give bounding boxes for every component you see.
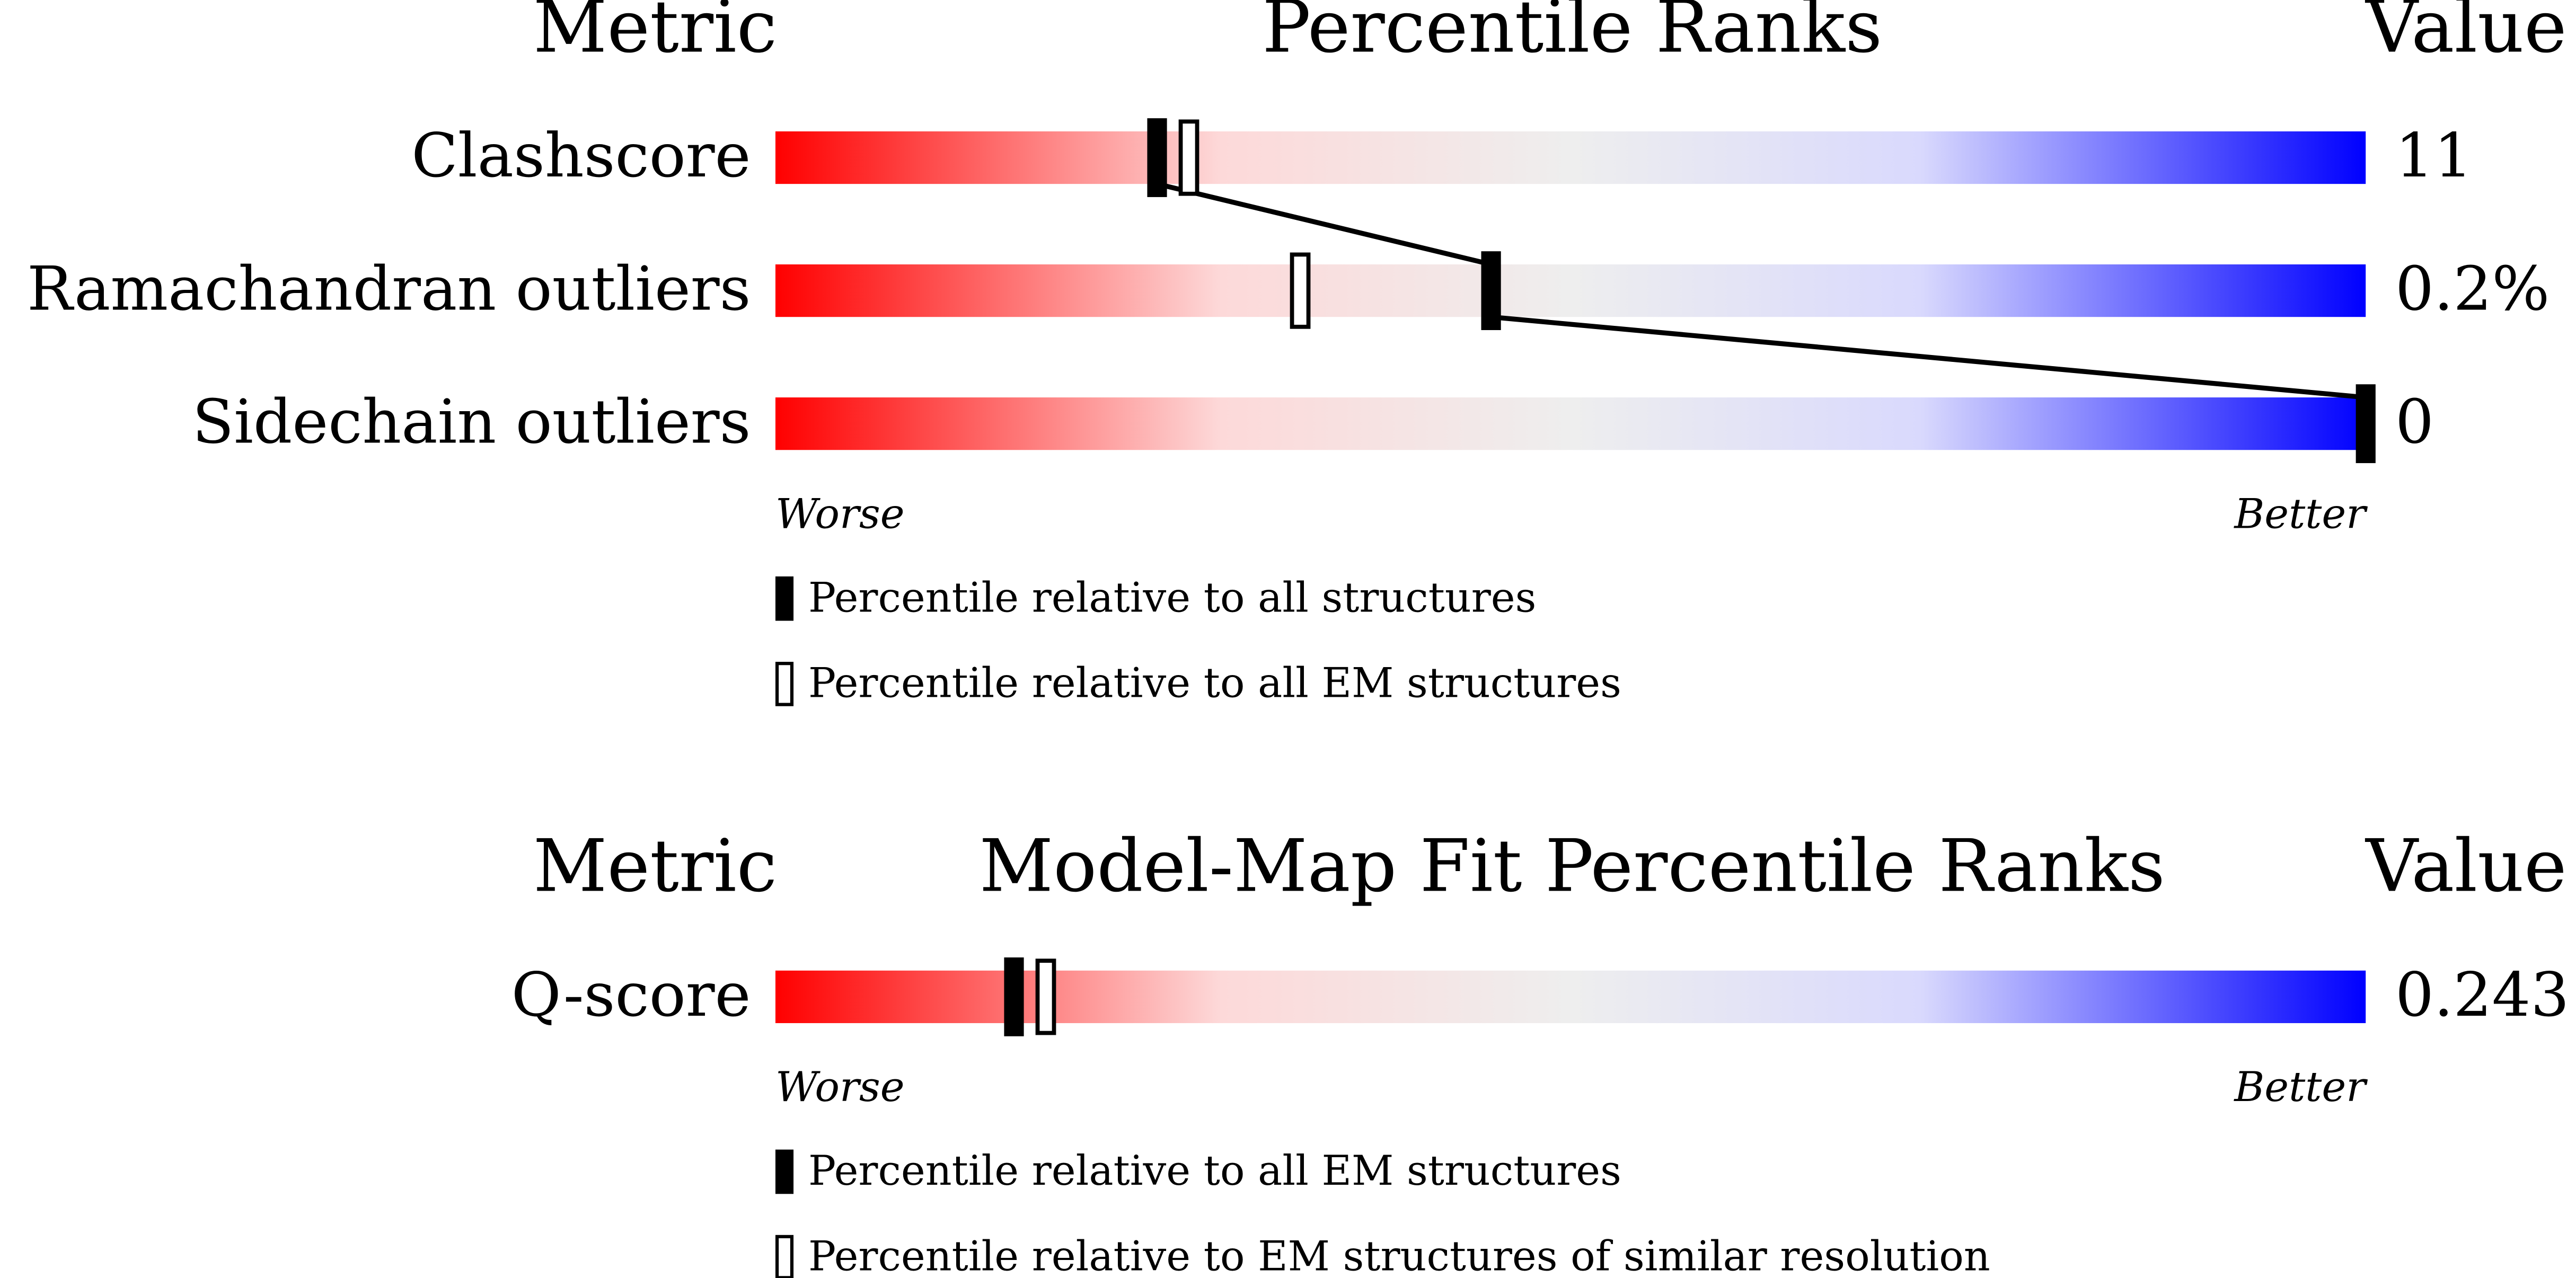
marker-filled [1004,957,1024,1036]
chart-title: Percentile Ranks [1262,0,1882,69]
value-label: 0.2% [2395,254,2549,324]
legend-label: Percentile relative to all EM structures [808,660,1621,707]
gradient-bar [775,397,2366,450]
better-label: Better [2233,490,2368,538]
legend-label: Percentile relative to EM structures of … [808,1232,1990,1278]
metric-label: Q-score [511,960,751,1031]
connector [1490,314,2366,400]
value-label: 0 [2395,387,2434,457]
connector [1156,181,1492,267]
marker-filled [1147,118,1167,197]
legend-icon-open [775,1235,794,1278]
marker-open [1178,119,1199,196]
legend-icon-open [775,662,794,706]
marker-filled [1481,251,1501,330]
value-label: 0.243 [2395,960,2569,1031]
legend-label: Percentile relative to all structures [808,574,1536,622]
legend-icon-filled [775,576,794,621]
marker-filled [2356,384,2376,464]
gradient-bar [775,264,2366,317]
chart-title: Model-Map Fit Percentile Ranks [980,824,2165,908]
gradient-bar [775,131,2366,184]
worse-label: Worse [775,490,905,538]
legend-icon-filled [775,1149,794,1194]
metric-label: Sidechain outliers [192,387,751,457]
value-header: Value [2365,824,2566,908]
marker-open [1290,252,1311,329]
value-header: Value [2365,0,2566,69]
legend-label: Percentile relative to all EM structures [808,1147,1621,1195]
worse-label: Worse [775,1063,905,1111]
metric-header: Metric [533,824,777,908]
better-label: Better [2233,1063,2368,1111]
metric-label: Ramachandran outliers [27,254,751,324]
value-label: 11 [2395,121,2473,191]
metric-header: Metric [533,0,777,69]
marker-open [1035,958,1056,1035]
metric-label: Clashscore [411,121,751,191]
